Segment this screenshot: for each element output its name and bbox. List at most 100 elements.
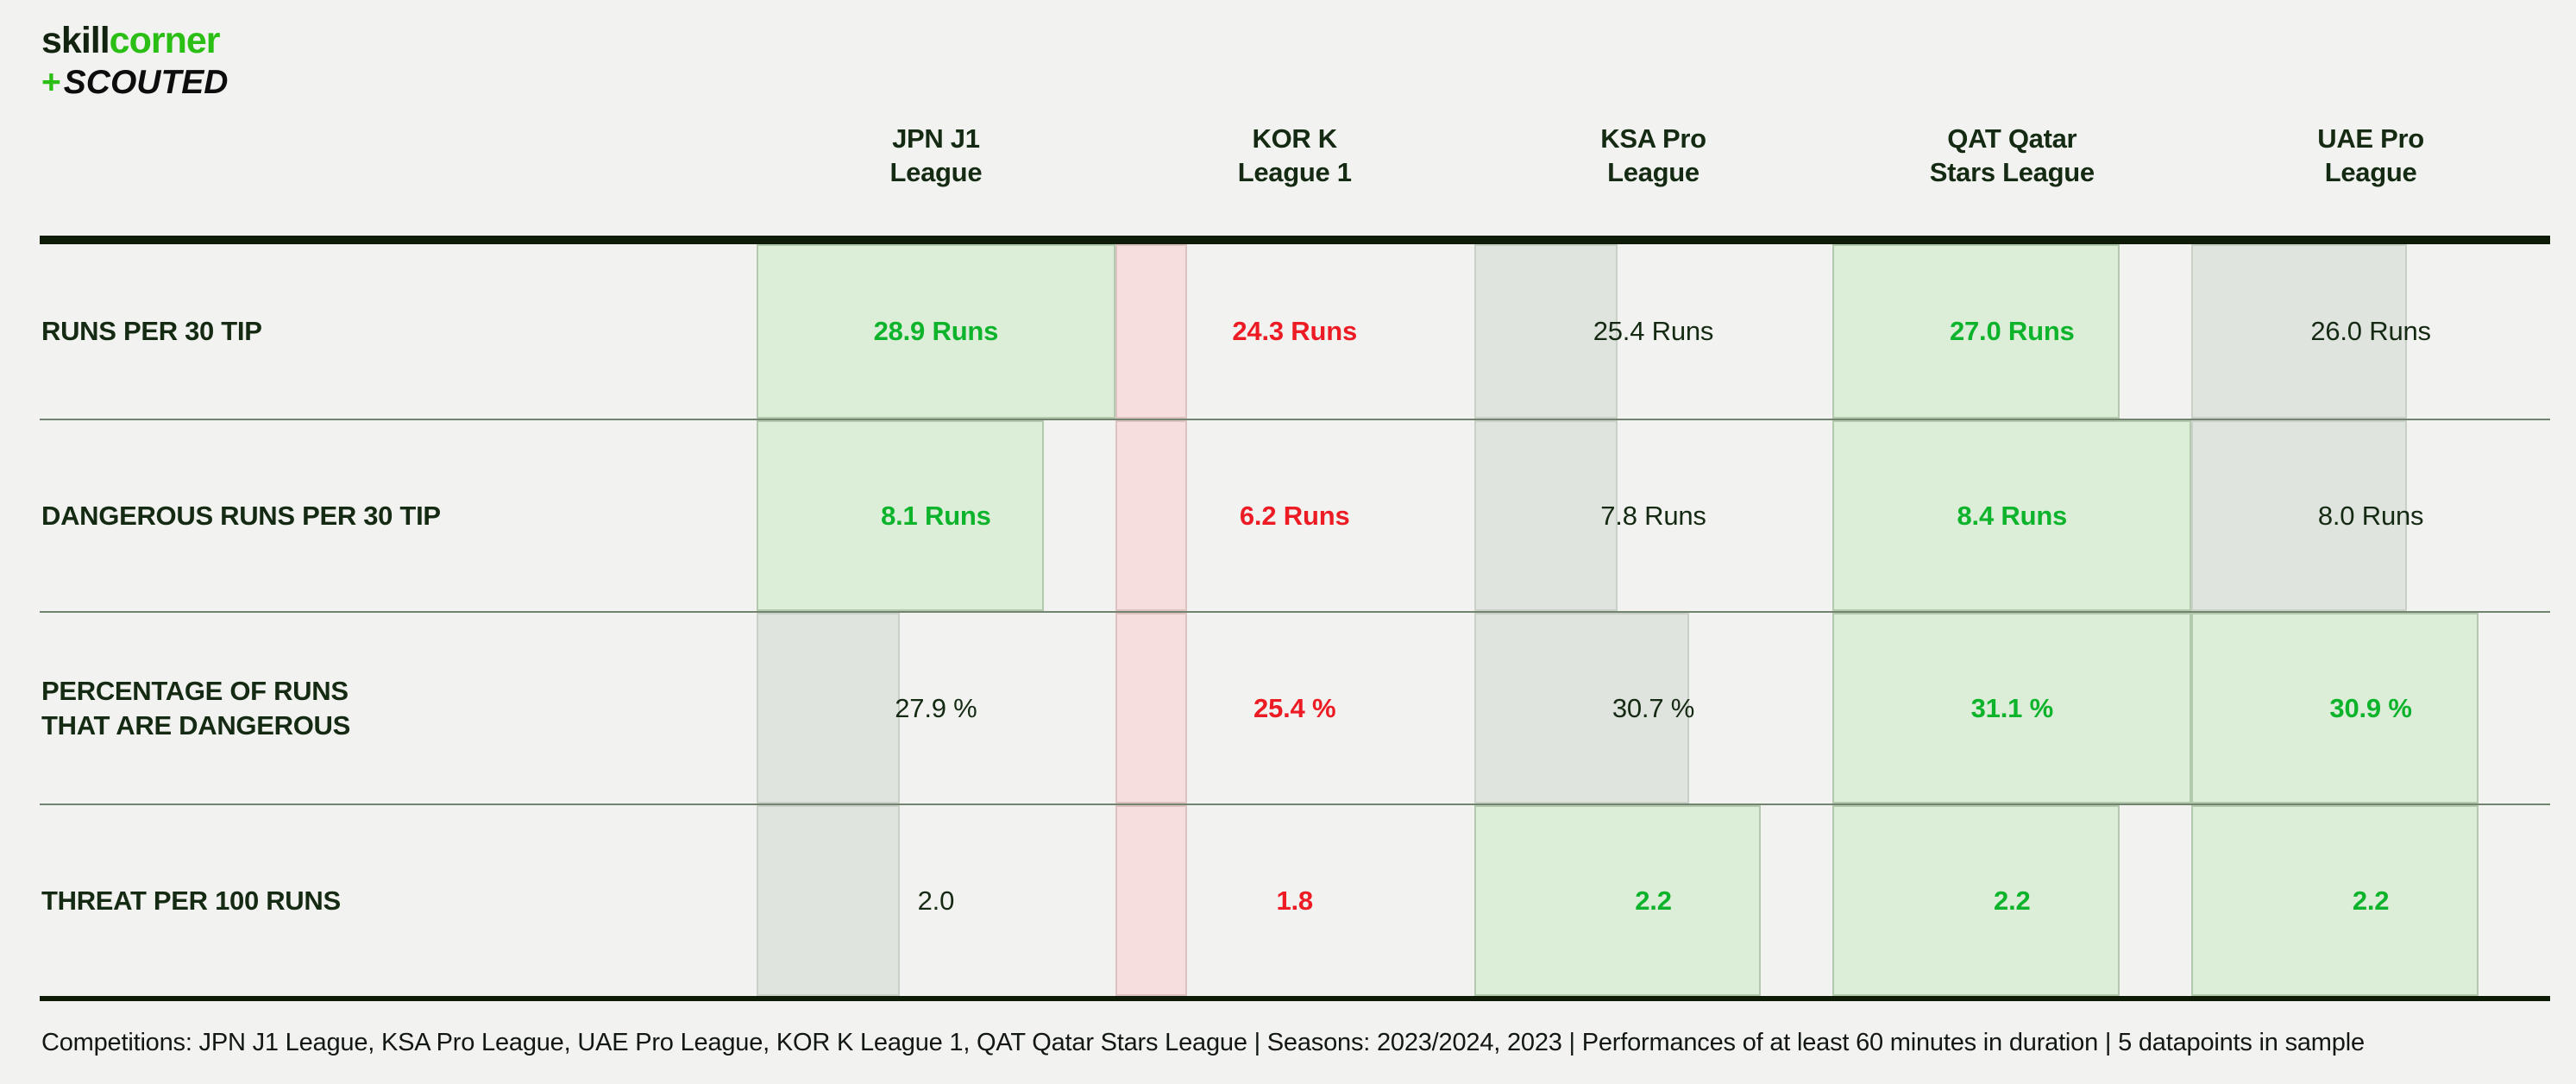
- metric-row: RUNS PER 30 TIP 28.9 Runs 24.3 Runs 25.4 Ru…: [40, 244, 2550, 419]
- value-bar: [1115, 420, 1187, 611]
- metric-cells: 28.9 Runs 24.3 Runs 25.4 Runs 27.0 Runs 26.0…: [757, 244, 2550, 419]
- cell-value: 6.2 Runs: [1239, 500, 1350, 531]
- value-bar: [2191, 613, 2479, 804]
- value-cell: 30.9 %: [2191, 613, 2550, 804]
- cell-value: 8.4 Runs: [1957, 500, 2068, 531]
- column-header: UAE Pro League: [2191, 122, 2550, 189]
- plus-icon: +: [41, 64, 61, 101]
- value-cell: 8.0 Runs: [2191, 420, 2550, 611]
- logo-scouted-text: SCOUTED: [63, 64, 229, 101]
- column-header: JPN J1 League: [757, 122, 1115, 189]
- value-bar: [1473, 805, 1762, 996]
- cell-value: 1.8: [1276, 885, 1313, 916]
- value-cell: 8.4 Runs: [1832, 420, 2192, 611]
- column-header-line: QAT Qatar: [1947, 123, 2077, 154]
- value-cell: 30.7 %: [1473, 613, 1833, 804]
- logo-skill-text: skill: [41, 20, 110, 61]
- cell-value: 24.3 Runs: [1232, 316, 1358, 346]
- value-bar: [1115, 805, 1187, 996]
- cell-value: 28.9 Runs: [873, 316, 999, 346]
- footer-note: Competitions: JPN J1 League, KSA Pro Lea…: [41, 1029, 2365, 1056]
- cell-value: 25.4 %: [1253, 692, 1336, 723]
- value-bar: [1115, 613, 1187, 804]
- cell-value: 2.0: [917, 885, 955, 916]
- metric-row: PERCENTAGE OF RUNS THAT ARE DANGEROUS 27.9…: [40, 611, 2550, 804]
- value-cell: 24.3 Runs: [1115, 244, 1474, 419]
- value-cell: 31.1 %: [1832, 613, 2192, 804]
- metric-label: DANGEROUS RUNS PER 30 TIP: [40, 420, 757, 611]
- value-cell: 2.2: [2191, 805, 2550, 996]
- column-header-line: League: [2324, 157, 2417, 187]
- cell-value: 7.8 Runs: [1600, 500, 1706, 531]
- value-bar: [757, 805, 901, 996]
- skillcorner-scouted-logo: skillcorner + SCOUTED: [41, 22, 228, 100]
- value-cell: 25.4 %: [1115, 613, 1474, 804]
- value-bar: [1832, 420, 2192, 611]
- cell-value: 8.1 Runs: [881, 500, 991, 531]
- metric-label-line: THREAT PER 100 RUNS: [41, 885, 341, 916]
- value-bar: [2191, 805, 2479, 996]
- value-bar: [757, 244, 1115, 419]
- cell-value: 27.9 %: [895, 692, 977, 723]
- cell-value: 2.2: [2352, 885, 2390, 916]
- column-header-line: KSA Pro: [1600, 123, 1706, 154]
- metrics-table: RUNS PER 30 TIP 28.9 Runs 24.3 Runs 25.4 Ru…: [40, 236, 2550, 1001]
- metric-label-line: RUNS PER 30 TIP: [41, 316, 262, 346]
- cell-value: 2.2: [1635, 885, 1672, 916]
- value-bar: [757, 613, 901, 804]
- column-header: QAT Qatar Stars League: [1832, 122, 2191, 189]
- column-header-line: KOR K: [1252, 123, 1338, 154]
- value-bar: [1473, 613, 1690, 804]
- value-bar: [1473, 420, 1618, 611]
- metric-row: DANGEROUS RUNS PER 30 TIP 8.1 Runs 6.2 Run…: [40, 419, 2550, 611]
- cell-value: 30.9 %: [2329, 692, 2412, 723]
- value-bar: [2191, 244, 2407, 419]
- logo-corner-text: corner: [109, 20, 221, 61]
- metric-cells: 27.9 % 25.4 % 30.7 % 31.1 % 30.9 %: [757, 613, 2550, 804]
- column-header: KOR K League 1: [1115, 122, 1474, 189]
- value-cell: 2.2: [1832, 805, 2191, 996]
- value-cell: 6.2 Runs: [1115, 420, 1474, 611]
- column-header: KSA Pro League: [1474, 122, 1833, 189]
- logo-line-scouted: + SCOUTED: [41, 66, 228, 99]
- value-bar: [1832, 613, 2192, 804]
- value-cell: 2.2: [1473, 805, 1833, 996]
- value-bar: [757, 420, 1044, 611]
- value-cell: 27.9 %: [757, 613, 1115, 804]
- metric-label: RUNS PER 30 TIP: [40, 244, 757, 419]
- cell-value: 30.7 %: [1612, 692, 1695, 723]
- value-bar: [1832, 805, 2120, 996]
- cell-value: 8.0 Runs: [2317, 500, 2424, 531]
- value-cell: 8.1 Runs: [757, 420, 1115, 611]
- cell-value: 26.0 Runs: [2310, 316, 2431, 346]
- metric-label: PERCENTAGE OF RUNS THAT ARE DANGEROUS: [40, 613, 757, 804]
- column-headers: JPN J1 League KOR K League 1 KSA Pro League QA…: [757, 122, 2550, 189]
- metric-label-line: THAT ARE DANGEROUS: [41, 709, 350, 741]
- column-header-line: League 1: [1237, 157, 1352, 187]
- metric-cells: 2.0 1.8 2.2 2.2 2.2: [757, 805, 2550, 996]
- column-header-line: JPN J1: [892, 123, 980, 154]
- metric-label-line: PERCENTAGE OF RUNS: [41, 675, 349, 706]
- column-header-line: Stars League: [1929, 157, 2095, 187]
- column-header-line: League: [889, 157, 983, 187]
- value-cell: 27.0 Runs: [1832, 244, 2191, 419]
- logo-line-skillcorner: skillcorner: [41, 22, 228, 60]
- value-cell: 28.9 Runs: [757, 244, 1115, 419]
- metric-cells: 8.1 Runs 6.2 Runs 7.8 Runs 8.4 Runs 8.0 Runs: [757, 420, 2550, 611]
- metric-label-line: DANGEROUS RUNS PER 30 TIP: [41, 500, 441, 531]
- metric-label: THREAT PER 100 RUNS: [40, 805, 757, 996]
- value-bar: [1115, 244, 1187, 419]
- value-cell: 2.0: [757, 805, 1115, 996]
- value-bar: [1473, 244, 1618, 419]
- value-bar: [1832, 244, 2120, 419]
- column-header-line: League: [1607, 157, 1700, 187]
- cell-value: 31.1 %: [1970, 692, 2054, 723]
- value-cell: 1.8: [1115, 805, 1474, 996]
- cell-value: 27.0 Runs: [1949, 316, 2075, 346]
- value-bar: [2191, 420, 2407, 611]
- value-cell: 25.4 Runs: [1473, 244, 1833, 419]
- value-cell: 7.8 Runs: [1473, 420, 1833, 611]
- value-cell: 26.0 Runs: [2191, 244, 2550, 419]
- metric-row: THREAT PER 100 RUNS 2.0 1.8 2.2 2.2 2.2: [40, 804, 2550, 996]
- cell-value: 2.2: [1994, 885, 2031, 916]
